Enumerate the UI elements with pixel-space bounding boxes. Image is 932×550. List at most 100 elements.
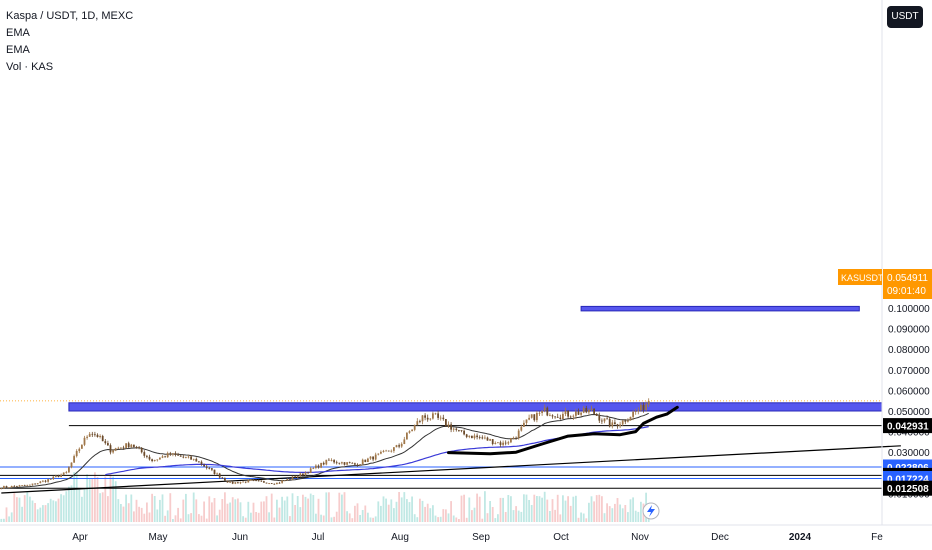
candle-body [346, 462, 348, 465]
candle-body [387, 450, 390, 452]
candle-body [218, 473, 221, 478]
legend-ema-2[interactable]: EMA [6, 44, 30, 56]
volume-bar [91, 478, 94, 522]
volume-bar [283, 500, 286, 522]
volume-bar [567, 496, 569, 522]
candle-body [237, 482, 239, 484]
candle-body [359, 464, 361, 466]
candle-body [562, 413, 564, 419]
volume-bar [138, 506, 140, 522]
volume-bar [130, 494, 133, 522]
currency-button[interactable]: USDT [887, 6, 923, 28]
candle-body [62, 472, 65, 475]
candle-body [468, 435, 471, 437]
candle-body [419, 421, 421, 422]
volume-bar [413, 514, 416, 522]
candle-body [341, 462, 343, 464]
volume-bar [242, 516, 244, 522]
candle-body [645, 404, 647, 410]
volume-bar [36, 509, 39, 522]
volume-bar [164, 515, 166, 522]
volume-bar [416, 517, 419, 522]
candle-body [133, 444, 135, 447]
volume-bar [16, 497, 18, 522]
volume-bar [34, 503, 36, 522]
legend-ema-1[interactable]: EMA [6, 27, 30, 39]
volume-bar [504, 512, 507, 522]
volume-bar [174, 515, 177, 522]
volume-bar [60, 494, 62, 522]
candle-body [380, 451, 382, 454]
level-tag-bg [883, 480, 932, 496]
candle-body [250, 480, 252, 481]
candle-body [114, 448, 117, 451]
volume-bar [460, 495, 463, 522]
volume-bar [333, 516, 335, 522]
volume-bar [276, 499, 278, 522]
volume-bar [494, 518, 497, 522]
volume-bar [564, 500, 567, 522]
volume-bar [473, 507, 476, 522]
volume-bar [44, 505, 47, 522]
volume-bar [3, 518, 5, 522]
candle-body [247, 480, 250, 483]
volume-bar [156, 509, 159, 522]
candle-body [429, 418, 432, 420]
candle-body [234, 482, 237, 484]
candle-body [546, 407, 549, 416]
volume-bar [107, 496, 109, 522]
volume-bar [94, 472, 96, 522]
volume-bar [393, 508, 395, 522]
candle-body [265, 482, 268, 484]
candle-body [390, 450, 393, 452]
candle-body [536, 413, 538, 421]
candle-body [385, 450, 387, 452]
candle-body [541, 410, 543, 413]
candle-body [437, 413, 439, 418]
volume-bar [361, 510, 364, 522]
volume-bar [455, 517, 458, 522]
candle-body [73, 456, 75, 463]
candle-body [231, 481, 234, 484]
candle-body [278, 482, 281, 484]
candle-body [156, 459, 159, 461]
volume-bar [606, 503, 608, 522]
candle-body [445, 419, 447, 426]
volume-bar [18, 497, 21, 522]
legend-volume[interactable]: Vol · KAS [6, 61, 54, 73]
volume-bar [585, 518, 588, 522]
candle-body [434, 413, 437, 415]
candle-body [148, 456, 151, 460]
volume-bar [601, 496, 603, 522]
candle-body [192, 458, 195, 460]
volume-bar [356, 503, 359, 522]
volume-bar [395, 501, 398, 522]
volume-bar [445, 509, 447, 522]
candle-body [281, 480, 283, 483]
time-tick-label: May [149, 532, 168, 543]
volume-bar [68, 486, 70, 522]
volume-bar [463, 494, 465, 522]
candle-body [13, 486, 16, 487]
legend-title[interactable]: Kaspa / USDT, 1D, MEXC [6, 10, 134, 22]
candle-body [78, 448, 81, 452]
volume-bar [252, 502, 255, 522]
volume-bar [385, 498, 387, 522]
volume-bar [551, 499, 554, 522]
candle-body [166, 453, 169, 458]
volume-bar [382, 496, 385, 522]
candle-body [515, 437, 517, 439]
volume-bar [497, 514, 499, 522]
candle-body [486, 437, 489, 441]
candle-body [125, 443, 127, 448]
volume-bar [148, 512, 151, 522]
candle-body [172, 453, 174, 455]
candle-body [476, 435, 478, 438]
candle-body [208, 467, 211, 469]
candle-body [523, 422, 525, 427]
volume-bar [109, 473, 112, 522]
candle-body [343, 462, 346, 465]
volume-bar [153, 496, 156, 522]
